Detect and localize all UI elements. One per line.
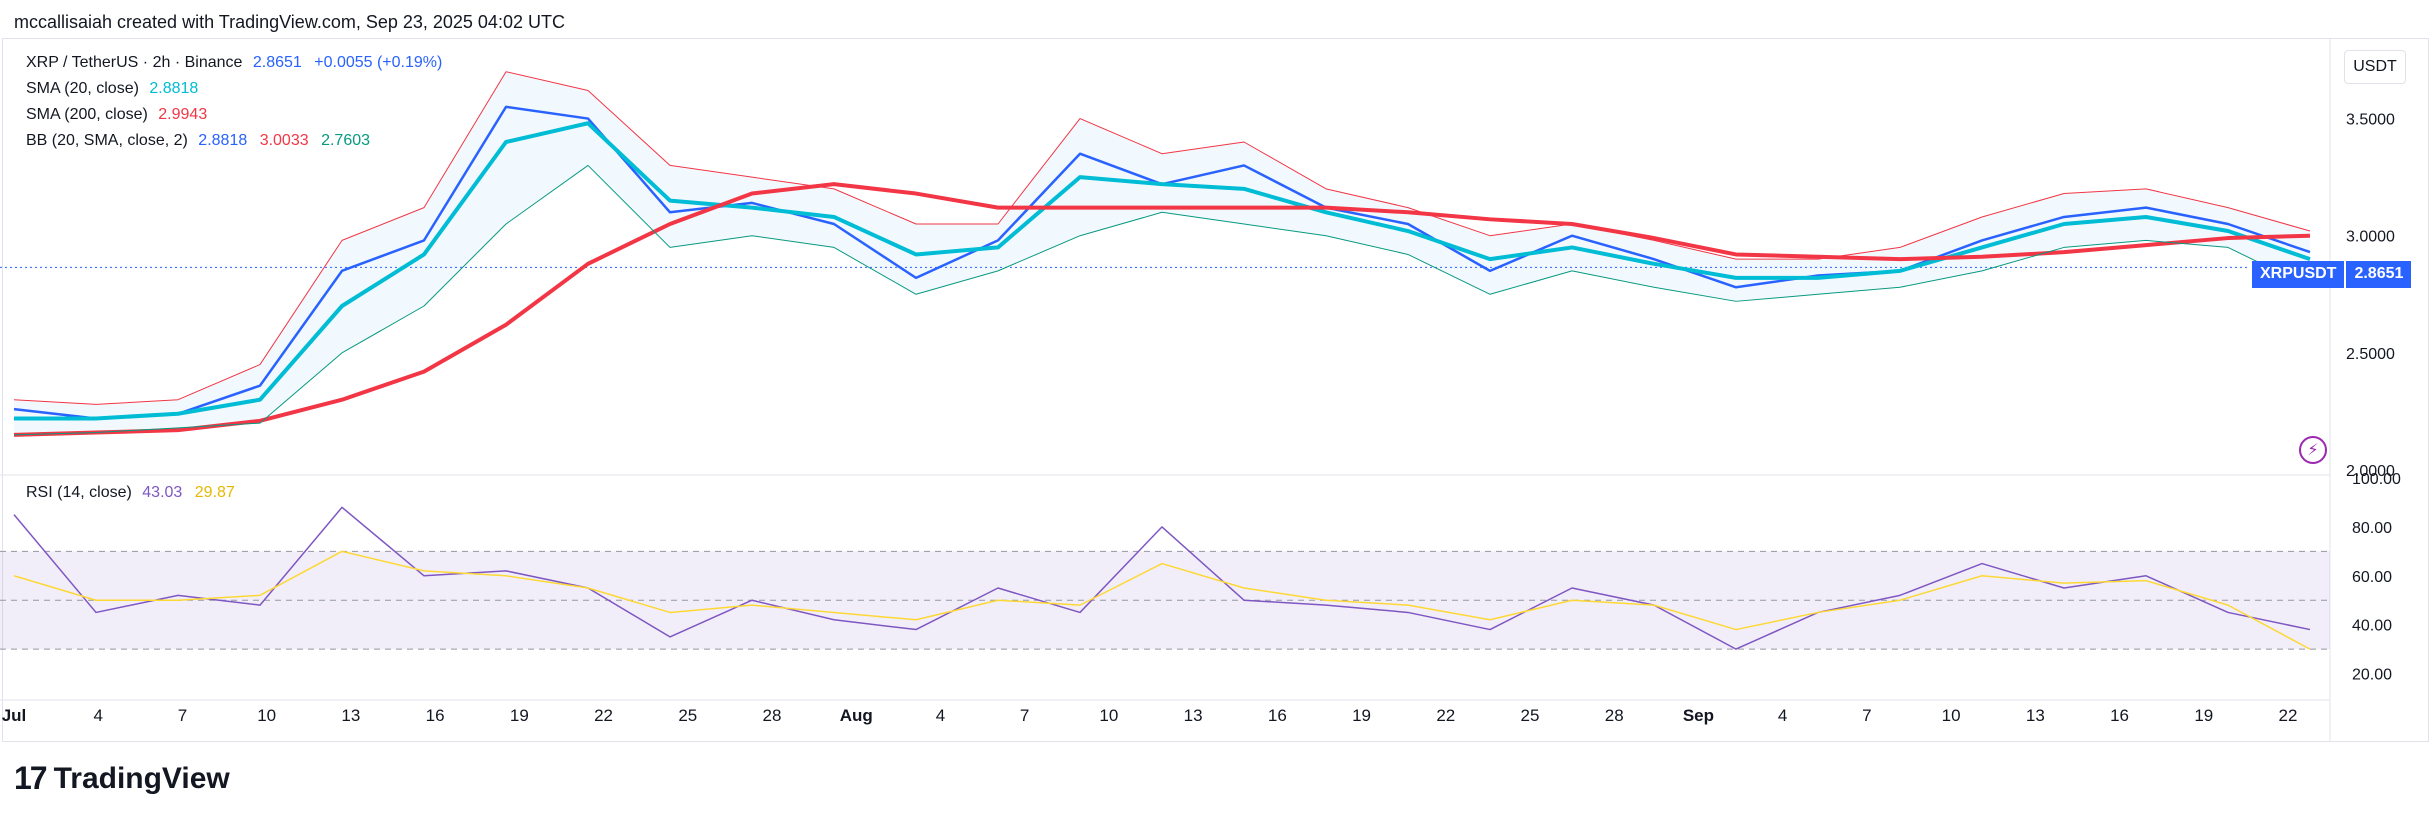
legend-sma200-value: 2.9943 [158, 106, 208, 123]
time-tick-label: 16 [2110, 706, 2129, 725]
legend-symbol: XRP / TetherUS · 2h · Binance [26, 54, 243, 71]
price-tag-symbol: XRPUSDT [2252, 261, 2345, 288]
time-tick-label: 19 [510, 706, 529, 725]
time-tick-label: 19 [1352, 706, 1371, 725]
legend-rsi-value: 43.03 [142, 484, 183, 501]
time-tick-label: Sep [1683, 706, 1714, 725]
price-tick-label: 2.0000 [2346, 463, 2395, 480]
rsi-ma-series-line [13, 550, 2311, 650]
price-tick-label: 3.0000 [2346, 229, 2395, 246]
bb-lower-series-line [13, 164, 2311, 436]
time-tick-label: 28 [763, 706, 782, 725]
price-tick-label: 3.5000 [2346, 112, 2395, 129]
legend-sma200-label: SMA (200, close) [26, 106, 148, 123]
sma20-series-line [14, 121, 2311, 421]
footer-brand: TradingView [53, 761, 230, 795]
legend-symbol-row: XRP / TetherUS · 2h · Binance 2.8651 +0.… [26, 54, 448, 72]
series-group [0, 71, 2311, 650]
time-tick-label: 25 [678, 706, 697, 725]
legend-sma20-row: SMA (20, close) 2.8818 [26, 80, 204, 98]
legend-rsi-row: RSI (14, close) 43.03 29.87 [26, 484, 241, 502]
legend-sma200-row: SMA (200, close) 2.9943 [26, 106, 213, 124]
legend-rsi-ma: 29.87 [194, 484, 235, 501]
rsi-tick-label: 80.00 [2352, 520, 2392, 537]
time-tick-label: 22 [1436, 706, 1455, 725]
time-tick-label: 10 [257, 706, 276, 725]
time-tick-label: 16 [426, 706, 445, 725]
legend-sma20-value: 2.8818 [149, 80, 199, 97]
time-tick-label: 16 [1268, 706, 1287, 725]
rsi-band-group [0, 550, 2330, 650]
time-tick-label: Aug [840, 706, 873, 725]
legend-bb-label: BB (20, SMA, close, 2) [26, 132, 188, 149]
rsi-series-line [13, 506, 2311, 650]
bb-fill [14, 71, 2310, 435]
lightning-icon[interactable]: ⚡ [2299, 436, 2327, 464]
price-tag: XRPUSDT 2.8651 [2252, 261, 2412, 288]
legend-last-price: 2.8651 [252, 54, 302, 71]
time-tick-label: 7 [1862, 706, 1871, 725]
footer-logo[interactable]: 17 TradingView [14, 760, 230, 797]
time-axis-group: Jul 4 7 10 13 16 19 22 25 28 Aug 4 7 10 13 16 19 22 25 28 Se… [2, 706, 2298, 725]
sma200-series-line [13, 182, 2311, 437]
time-tick-label: 4 [93, 706, 102, 725]
time-tick-label: 4 [1778, 706, 1787, 725]
bb-upper-series-line [13, 71, 2311, 405]
legend-bb-row: BB (20, SMA, close, 2) 2.8818 3.0033 2.7… [26, 132, 376, 150]
time-tick-label: 13 [2026, 706, 2045, 725]
legend-bb-lower: 2.7603 [321, 132, 371, 149]
time-tick-label: 4 [936, 706, 945, 725]
rsi-tick-label: 60.00 [2352, 569, 2392, 586]
time-tick-label: 13 [341, 706, 360, 725]
time-tick-label: 22 [594, 706, 613, 725]
time-tick-label: 25 [1521, 706, 1540, 725]
time-tick-label: 22 [2279, 706, 2298, 725]
price-tag-value: 2.8651 [2346, 261, 2412, 288]
legend-sma20-label: SMA (20, close) [26, 80, 139, 97]
time-tick-label: 10 [1942, 706, 1961, 725]
chart-header: mccallisaiah created with TradingView.co… [14, 12, 565, 32]
time-tick-label: 28 [1605, 706, 1624, 725]
chart-frame [2, 38, 2429, 742]
legend-bb-basis: 2.8818 [198, 132, 248, 149]
legend-rsi-label: RSI (14, close) [26, 484, 132, 501]
legend-bb-upper: 3.0033 [259, 132, 309, 149]
time-tick-label: 13 [1184, 706, 1203, 725]
time-tick-label: Jul [2, 706, 27, 725]
time-tick-label: 7 [1020, 706, 1029, 725]
time-tick-label: 7 [178, 706, 187, 725]
time-tick-label: 19 [2194, 706, 2213, 725]
tradingview-logo-icon: 17 [14, 760, 48, 796]
currency-button[interactable]: USDT [2344, 50, 2406, 84]
price-tick-label: 2.5000 [2346, 346, 2395, 363]
time-tick-label: 10 [1099, 706, 1118, 725]
legend-change: +0.0055 (+0.19%) [314, 54, 443, 71]
rsi-tick-label: 40.00 [2352, 618, 2392, 635]
rsi-tick-label: 20.00 [2352, 667, 2392, 684]
rsi-tick-label: 100.00 [2352, 471, 2401, 488]
